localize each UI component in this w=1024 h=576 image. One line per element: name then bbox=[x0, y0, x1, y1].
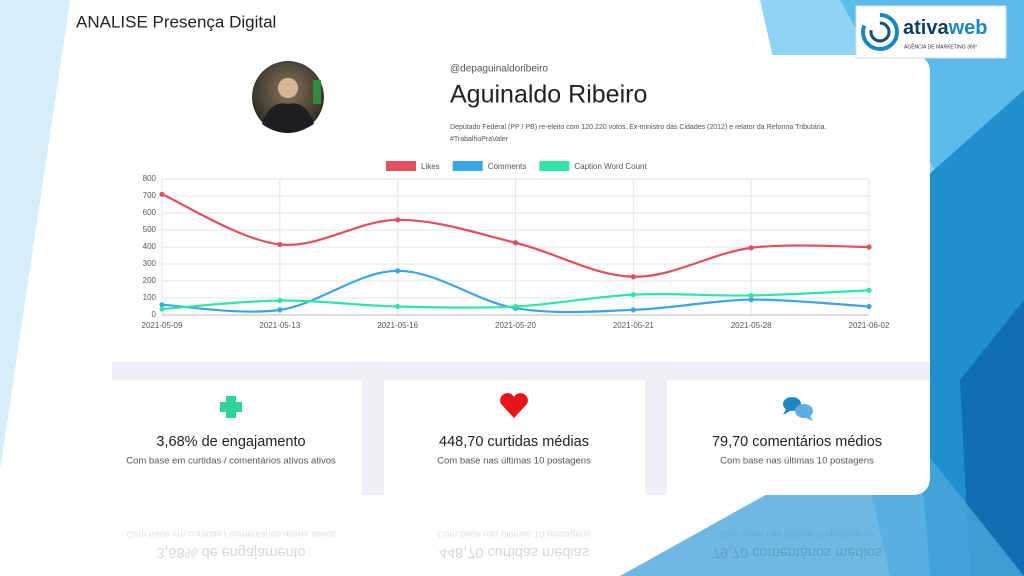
legend-swatch bbox=[386, 161, 416, 171]
slide-title: ANALISE Presença Digital bbox=[76, 12, 276, 31]
data-point bbox=[277, 307, 283, 313]
y-tick-label: 500 bbox=[143, 225, 157, 234]
data-point bbox=[277, 297, 283, 304]
profile-card bbox=[112, 55, 930, 495]
y-tick-label: 0 bbox=[152, 310, 157, 319]
chart: 0 100 200 300 400 500 600 700 800 2021-05-09 2021-… bbox=[142, 161, 890, 330]
stat-subtitle: Com base nas últimas 10 postagens bbox=[437, 456, 591, 467]
y-tick-label: 200 bbox=[143, 276, 157, 285]
data-point bbox=[159, 191, 165, 197]
stat-subtitle: Com base em curtidas / comentários ativo… bbox=[126, 456, 336, 467]
data-point bbox=[866, 244, 872, 250]
y-tick-label: 100 bbox=[143, 293, 157, 302]
stat-reflection: 448,70 curtidas médias Com base nas últim… bbox=[437, 528, 591, 560]
data-point bbox=[748, 245, 754, 251]
data-point bbox=[395, 268, 401, 274]
stats-gap bbox=[362, 380, 384, 495]
data-point bbox=[748, 297, 754, 303]
data-point bbox=[512, 240, 519, 246]
stat-reflection: 3,68% de engajamento Com base em curtidas… bbox=[126, 528, 336, 560]
data-point bbox=[159, 306, 165, 312]
data-point bbox=[866, 287, 872, 293]
stat-title: 79,70 comentários médios bbox=[712, 434, 882, 450]
data-point bbox=[630, 292, 636, 298]
data-point bbox=[748, 292, 754, 299]
data-point bbox=[512, 303, 519, 310]
legend-swatch bbox=[452, 161, 483, 171]
data-point bbox=[159, 302, 165, 308]
stat-title-reflection: 79,70 comentários médios bbox=[712, 544, 882, 560]
stats-gap bbox=[645, 380, 667, 495]
stat-title: 448,70 curtidas médias bbox=[439, 434, 589, 450]
data-point bbox=[277, 241, 283, 248]
stat-icons bbox=[220, 393, 813, 421]
logo-name: ativaweb bbox=[903, 17, 988, 39]
stats-band bbox=[112, 362, 930, 380]
data-point bbox=[395, 303, 401, 310]
stat-subtitle: Com base nas últimas 10 postagens bbox=[720, 456, 874, 467]
legend-label: Likes bbox=[421, 162, 440, 171]
x-tick-label: 2021-06-02 bbox=[849, 321, 890, 330]
stats: 3,68% de engajamento Com base em curtidas… bbox=[126, 434, 882, 560]
legend-label: Comments bbox=[488, 162, 527, 171]
data-point bbox=[395, 217, 401, 223]
data-point bbox=[630, 274, 636, 280]
stat-subtitle-reflection: Com base em curtidas / comentários ativo… bbox=[126, 528, 336, 539]
x-tick-label: 2021-05-20 bbox=[495, 321, 536, 330]
legend-label: Caption Word Count bbox=[574, 162, 647, 171]
x-tick-label: 2021-05-21 bbox=[613, 321, 654, 330]
stat-reflection: 79,70 comentários médios Com base nas últ… bbox=[712, 528, 882, 560]
profile-photo bbox=[252, 61, 324, 133]
data-point bbox=[866, 303, 872, 310]
profile-bio: Deputado Federal (PP / PB) re-eleito com… bbox=[450, 124, 827, 131]
y-tick-label: 300 bbox=[143, 259, 157, 268]
logo-tagline: AGÊNCIA DE MARKETING 360° bbox=[904, 42, 977, 50]
logo: ativaweb AGÊNCIA DE MARKETING 360° bbox=[855, 5, 1007, 59]
stat-title: 3,68% de engajamento bbox=[156, 434, 305, 450]
profile-handle: @depaguinaldoribeiro bbox=[450, 64, 548, 75]
x-tick-label: 2021-05-28 bbox=[731, 321, 772, 330]
stat-subtitle-reflection: Com base nas últimas 10 postagens bbox=[437, 528, 591, 539]
x-tick-label: 2021-05-09 bbox=[142, 321, 183, 330]
y-tick-label: 400 bbox=[143, 242, 157, 251]
profile-name: Aguinaldo Ribeiro bbox=[450, 81, 647, 109]
y-tick-label: 800 bbox=[143, 174, 157, 183]
y-tick-label: 700 bbox=[143, 191, 157, 200]
data-point bbox=[630, 307, 636, 313]
x-tick-label: 2021-05-13 bbox=[259, 321, 300, 330]
x-tick-label: 2021-05-16 bbox=[377, 321, 418, 330]
stat-subtitle-reflection: Com base nas últimas 10 postagens bbox=[720, 528, 874, 539]
stat-title-reflection: 3,68% de engajamento bbox=[156, 544, 305, 560]
y-tick-label: 600 bbox=[143, 208, 157, 217]
legend-swatch bbox=[539, 161, 570, 171]
stat-title-reflection: 448,70 curtidas médias bbox=[439, 544, 589, 560]
profile-bio: #TrabalhoPraValer bbox=[450, 136, 509, 143]
